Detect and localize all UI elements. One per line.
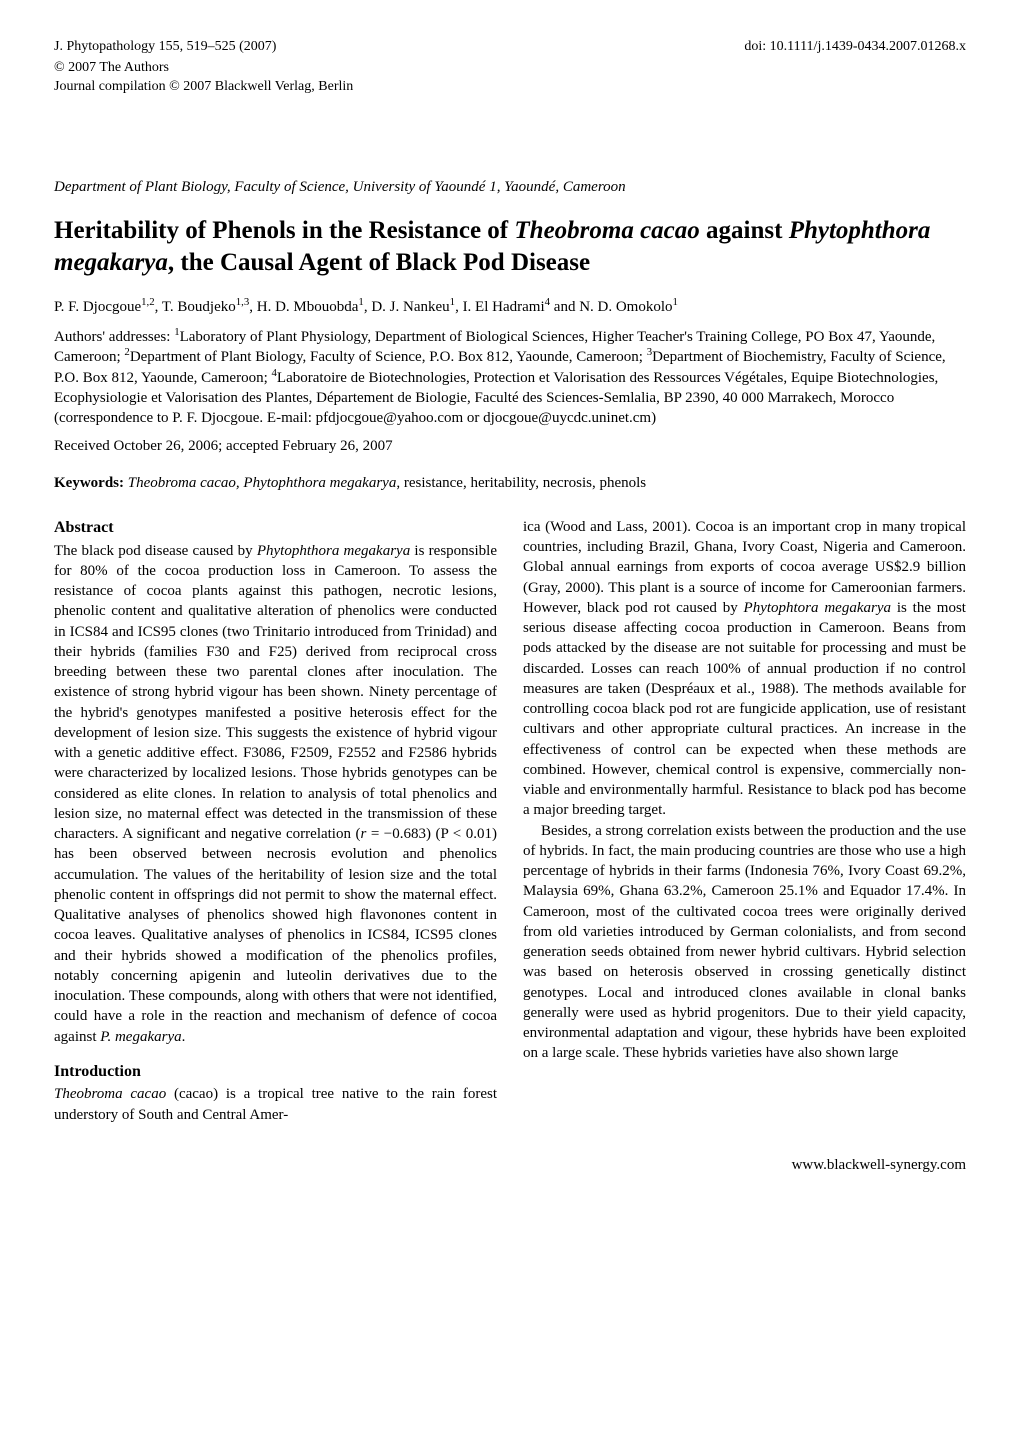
abstract-heading: Abstract	[54, 517, 497, 539]
title-part-1: Heritability of Phenols in the Resistanc…	[54, 217, 514, 244]
title-part-3: , the Causal Agent of Black Pod Disease	[168, 249, 590, 276]
intro-heading: Introduction	[54, 1061, 497, 1083]
left-column: Abstract The black pod disease caused by…	[54, 517, 497, 1125]
keywords-italic: Theobroma cacao, Phytophthora megakarya	[124, 475, 396, 491]
affiliations-block: Authors' addresses: 1Laboratory of Plant…	[54, 327, 966, 428]
title-part-2: against	[700, 217, 789, 244]
department-line: Department of Plant Biology, Faculty of …	[54, 177, 966, 197]
keywords-line: Keywords: Theobroma cacao, Phytophthora …	[54, 473, 966, 493]
authors-line: P. F. Djocgoue1,2, T. Boudjeko1,3, H. D.…	[54, 297, 966, 317]
right-column: ica (Wood and Lass, 2001). Cocoa is an i…	[523, 517, 966, 1125]
col2-p2: Besides, a strong correlation exists bet…	[523, 821, 966, 1064]
received-line: Received October 26, 2006; accepted Febr…	[54, 436, 966, 456]
abstract-body: The black pod disease caused by Phytopht…	[54, 541, 497, 1047]
title-italic-1: Theobroma cacao	[514, 217, 699, 244]
two-column-body: Abstract The black pod disease caused by…	[54, 517, 966, 1125]
doi: doi: 10.1111/j.1439-0434.2007.01268.x	[744, 38, 966, 57]
article-title: Heritability of Phenols in the Resistanc…	[54, 215, 966, 279]
journal-ref: J. Phytopathology 155, 519–525 (2007)	[54, 38, 276, 57]
keywords-label: Keywords:	[54, 475, 124, 491]
footer-url: www.blackwell-synergy.com	[54, 1155, 966, 1175]
keywords-tail: , resistance, heritability, necrosis, ph…	[396, 475, 646, 491]
intro-p1: Theobroma cacao (cacao) is a tropical tr…	[54, 1084, 497, 1125]
compilation-line: Journal compilation © 2007 Blackwell Ver…	[54, 78, 966, 97]
col2-p1: ica (Wood and Lass, 2001). Cocoa is an i…	[523, 517, 966, 821]
copyright-line: © 2007 The Authors	[54, 59, 966, 78]
